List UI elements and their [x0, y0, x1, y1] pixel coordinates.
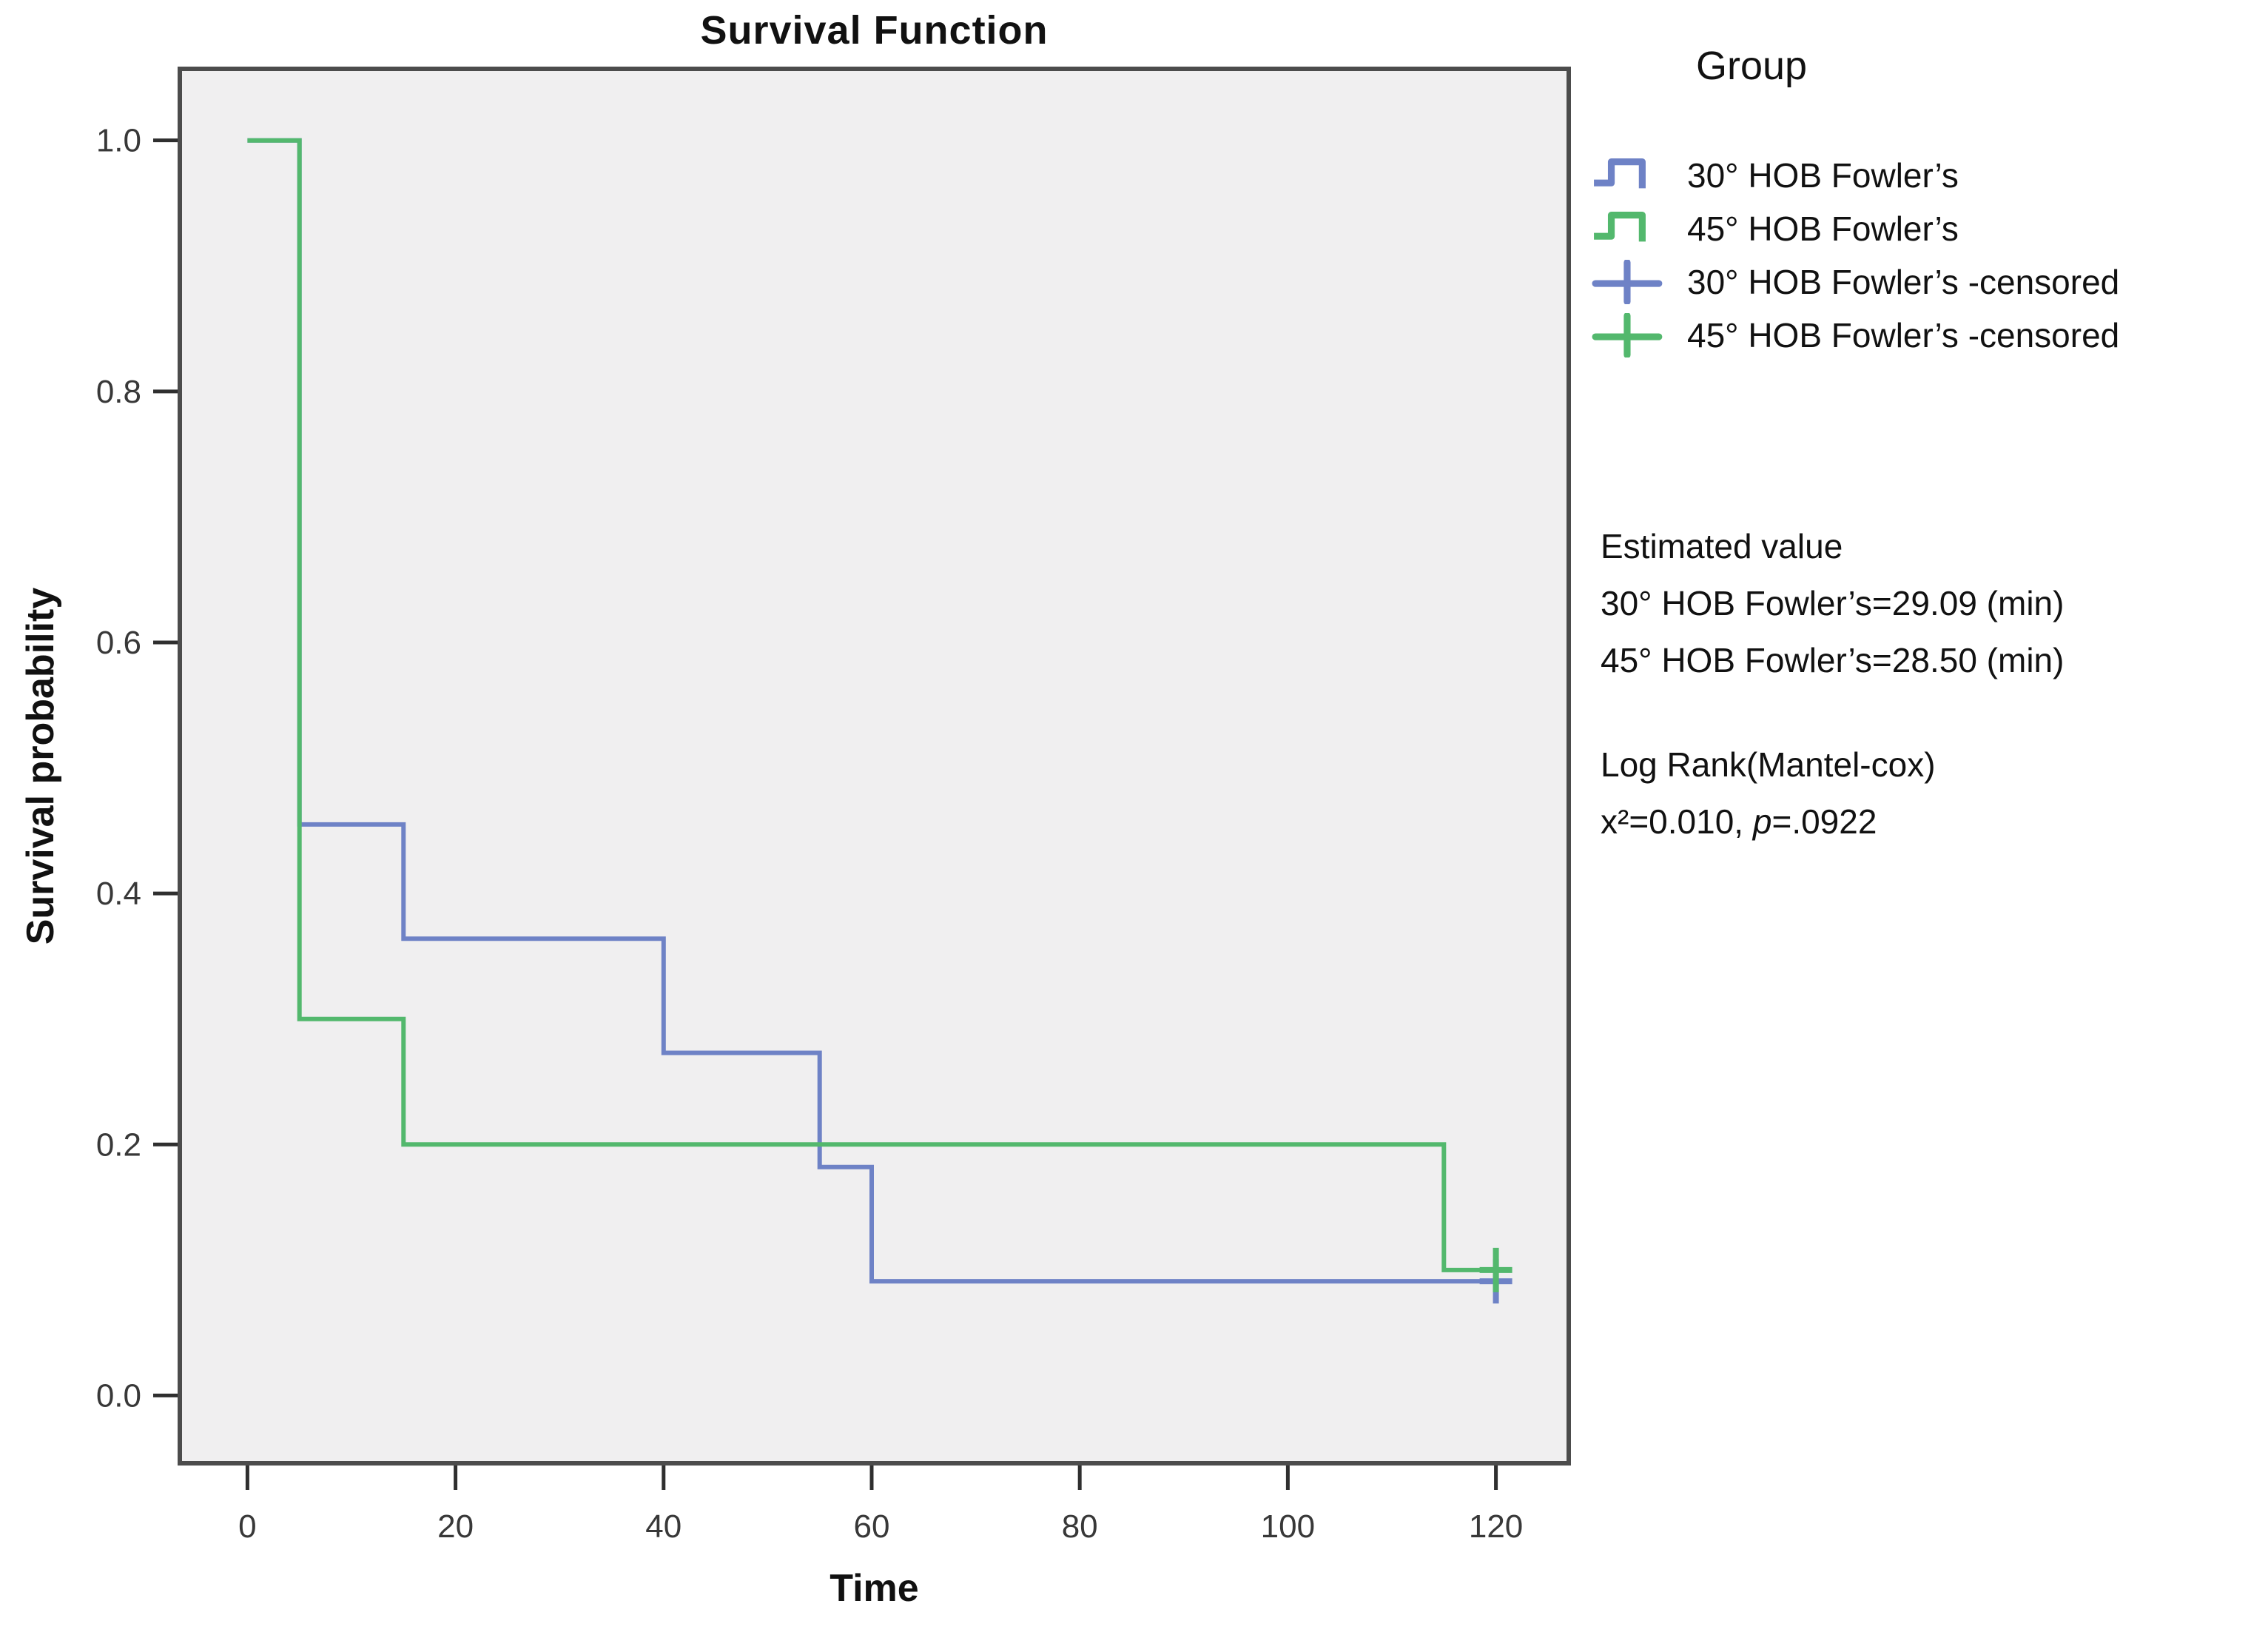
x-tick-label-80: 80 [1062, 1508, 1098, 1545]
step-line-icon [1594, 212, 1646, 242]
x-axis-title: Time [830, 1567, 919, 1610]
x-tick-label-40: 40 [645, 1508, 682, 1545]
x-tick-label-60: 60 [854, 1508, 890, 1545]
censored-plus-icon [1592, 313, 1663, 357]
logrank-p-symbol: p [1752, 802, 1772, 841]
logrank-values: x²=0.010, p=.0922 [1601, 793, 2267, 850]
logrank-header: Log Rank(Mantel-cox) [1601, 745, 1936, 784]
logrank-p-value: =.0922 [1771, 802, 1877, 841]
x-tick-label-100: 100 [1261, 1508, 1315, 1545]
y-axis-title: Survival probability [19, 587, 62, 945]
legend-item-45-hob: 45° HOB Fowler’s [1591, 204, 2264, 253]
estimated-value-30: 30° HOB Fowler’s=29.09 (min) [1601, 584, 2065, 622]
x-tick-label-120: 120 [1469, 1508, 1523, 1545]
legend-item-30-hob-censored: 30° HOB Fowler’s -censored [1591, 258, 2264, 306]
legend-item-30-hob: 30° HOB Fowler’s [1591, 151, 2264, 200]
y-tick-label-1.0: 1.0 [96, 123, 141, 159]
legend-item-label: 30° HOB Fowler’s -censored [1687, 263, 2120, 301]
legend-item-label: 45° HOB Fowler’s -censored [1687, 316, 2120, 355]
censored-plus-icon [1592, 260, 1663, 304]
x-tick-label-0: 0 [238, 1508, 256, 1545]
y-tick-label-0.2: 0.2 [96, 1127, 141, 1163]
stats-spacer [1601, 689, 2267, 736]
legend-title: Group [1696, 44, 1808, 88]
legend: Group 30° HOB Fowler’s 45° HOB Fowler’s … [1591, 30, 2264, 414]
legend-item-label: 45° HOB Fowler’s [1687, 209, 1959, 248]
plot-frame [178, 67, 1571, 1466]
step-line-icon [1594, 158, 1646, 189]
legend-item-label: 30° HOB Fowler’s [1687, 156, 1959, 195]
legend-item-45-hob-censored: 45° HOB Fowler’s -censored [1591, 311, 2264, 360]
y-tick-label-0.8: 0.8 [96, 374, 141, 410]
censored-marker-45-hob [1479, 1247, 1512, 1292]
plot-area [180, 69, 1569, 1463]
stats-annotation: Estimated value 30° HOB Fowler’s=29.09 (… [1601, 518, 2267, 850]
x-tick-label-20: 20 [437, 1508, 474, 1545]
y-tick-label-0.6: 0.6 [96, 625, 141, 661]
y-tick-label-0.0: 0.0 [96, 1377, 141, 1414]
chart-title: Survival Function [700, 8, 1049, 53]
estimated-value-45: 45° HOB Fowler’s=28.50 (min) [1601, 641, 2065, 679]
y-tick-label-0.4: 0.4 [96, 876, 141, 912]
logrank-chi: x²=0.010, [1601, 802, 1753, 841]
survival-curve-45-hob [247, 138, 1504, 1272]
estimated-value-header: Estimated value [1601, 527, 1843, 565]
